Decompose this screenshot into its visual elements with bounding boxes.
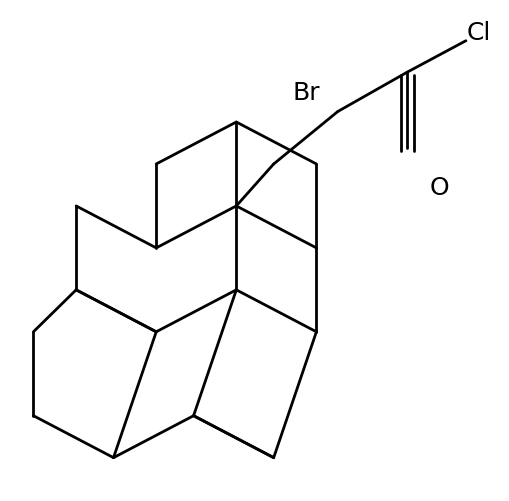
Text: Br: Br	[292, 81, 319, 105]
Text: O: O	[429, 175, 448, 199]
Text: Cl: Cl	[466, 21, 491, 45]
